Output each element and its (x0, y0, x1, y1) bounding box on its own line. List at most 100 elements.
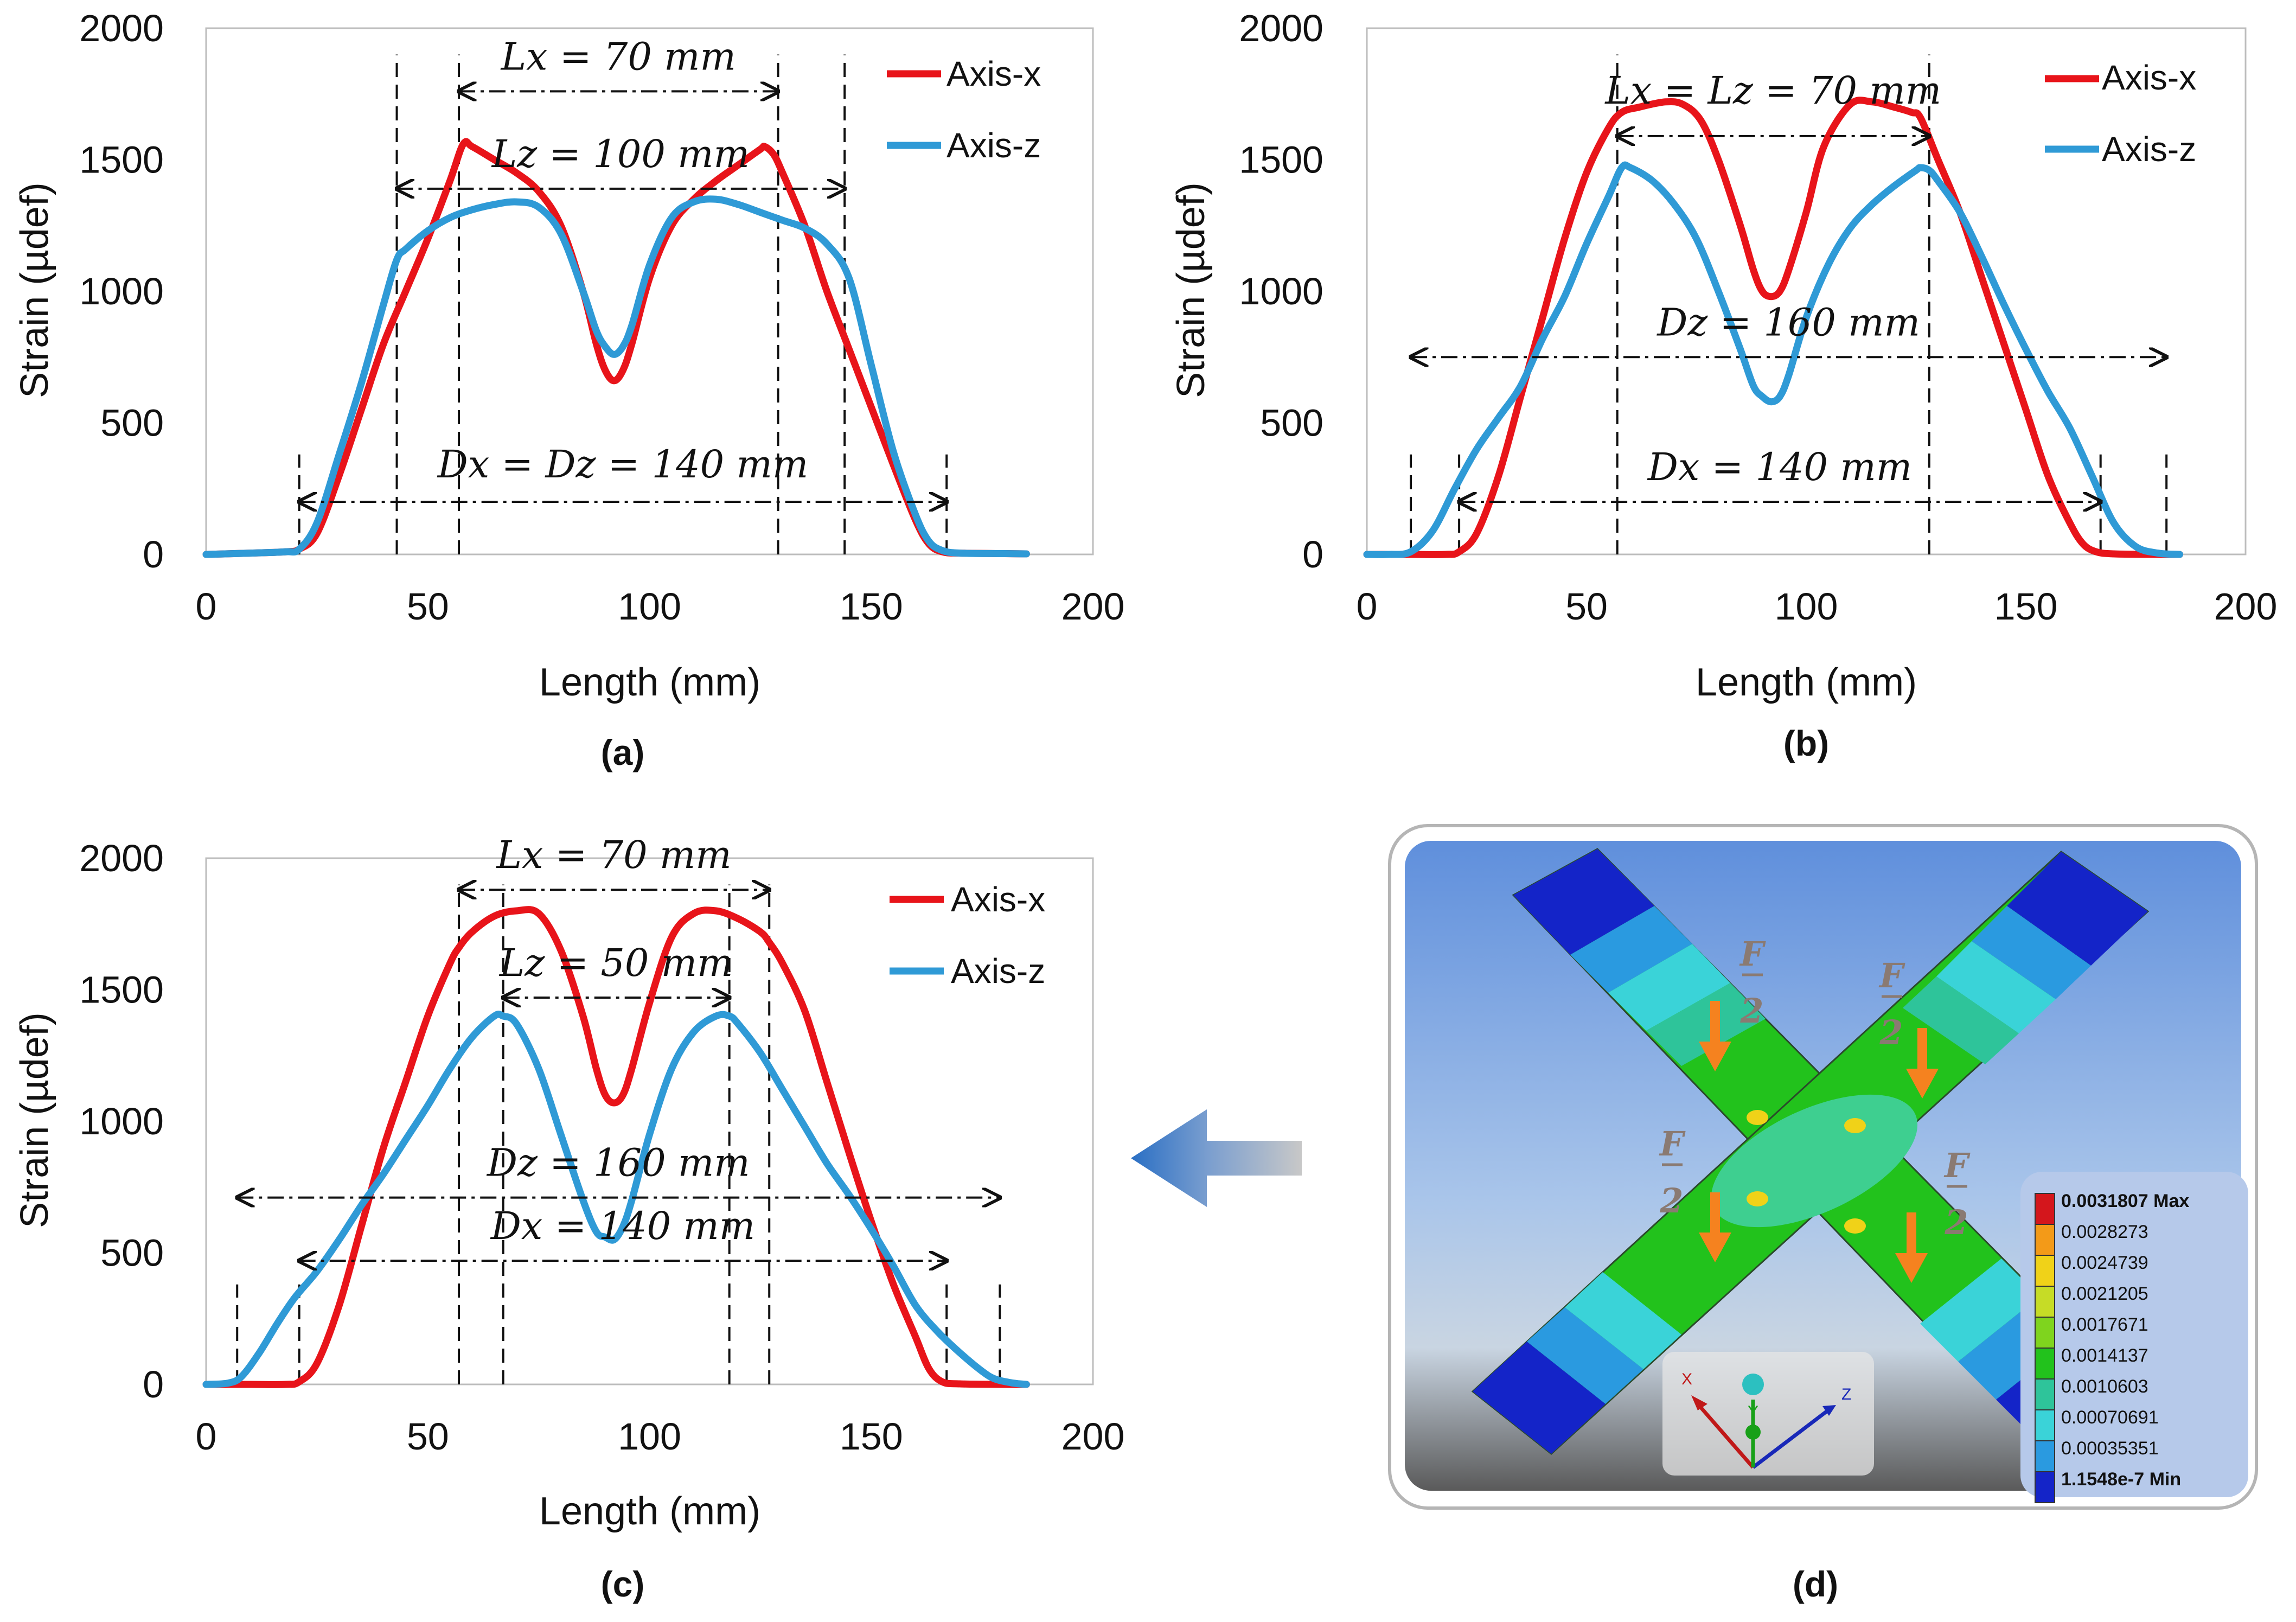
plot-frame (205, 857, 1094, 1385)
panel-a-x-axis-title: Length (mm) (539, 661, 760, 704)
x-tick-label: 0 (1357, 585, 1378, 628)
dimension-label: Dz = 160 mm (1656, 300, 1920, 344)
force-arrows: F 2 F 2 F 2 F 2 (1659, 934, 1971, 1283)
band-tr-2 (1936, 941, 2056, 1033)
dimension-label: Dx = Dz = 140 mm (437, 442, 809, 487)
specimen-center-hot-1 (1747, 1110, 1768, 1125)
x-tick-label: 150 (840, 585, 903, 628)
dimension-label: Lz = 100 mm (491, 132, 750, 176)
panel-b-label: (b) (1783, 723, 1829, 763)
panel-c-label: (c) (601, 1564, 645, 1604)
panel-c-x-axis-title: Length (mm) (539, 1490, 760, 1533)
svg-text:2: 2 (1879, 1013, 1903, 1052)
y-tick-label: 1500 (79, 969, 164, 1011)
panel-c-legend-axis-x-label: Axis-x (951, 880, 1045, 919)
x-tick-label: 200 (1061, 1415, 1125, 1458)
x-tick-label: 200 (2214, 585, 2278, 628)
series-line-axis-z (202, 195, 1030, 558)
triad-y-label: Y (1748, 1403, 1758, 1421)
svg-text:F: F (1739, 934, 1766, 974)
force-label-1: F 2 (1739, 934, 1766, 1031)
panel-d-label: (d) (1793, 1564, 1838, 1604)
panel-c-y-axis-title: Strain (µdef) (13, 1012, 56, 1228)
svg-text:F: F (1878, 956, 1905, 995)
y-tick-label: 2000 (1239, 7, 1323, 49)
y-tick-label: 1500 (79, 139, 164, 181)
y-tick-label: 2000 (79, 837, 164, 879)
panel-b-legend-axis-x-label: Axis-x (2102, 58, 2196, 97)
band-br-2 (1920, 1259, 2039, 1362)
series-line-axis-x (202, 906, 1030, 1388)
y-tick-label: 1500 (1239, 139, 1323, 181)
colorbar-swatch (2035, 1286, 2055, 1318)
band-tl-3 (1646, 983, 1766, 1066)
panel-c-legend-axis-z-label: Axis-z (951, 952, 1045, 991)
panel-b-chart: 0 500 1000 1500 2000 0 50 100 150 200 Lx = Lz = 70… (1169, 7, 2277, 763)
x-tick-label: 0 (196, 1415, 217, 1458)
force-label-4: F 2 (1943, 1146, 1971, 1242)
colorbar-swatch (2035, 1348, 2055, 1380)
colorbar-label-7: 0.00070691 (2061, 1407, 2159, 1428)
specimen-end-tr (2007, 852, 2148, 966)
svg-text:2: 2 (1739, 991, 1763, 1031)
specimen-center-hot-2 (1844, 1118, 1866, 1133)
panel-a-legend-axis-z-label: Axis-z (946, 126, 1041, 165)
y-tick-label: 1000 (79, 1100, 164, 1142)
x-tick-label: 150 (840, 1415, 903, 1458)
colorbar-swatch (2035, 1317, 2055, 1349)
panel-a-label: (a) (601, 732, 645, 772)
panel-b-x-axis-title: Length (mm) (1696, 661, 1917, 704)
band-tl-2 (1608, 944, 1730, 1031)
colorbar-legend: 0.0031807 Max 0.0028273 0.0024739 0.0021… (2020, 1172, 2248, 1503)
colorbar-label-2: 0.0024739 (2061, 1253, 2148, 1273)
y-tick-label: 1000 (79, 270, 164, 312)
dimension-label: Lx = 70 mm (495, 833, 731, 877)
band-tr-3 (1903, 976, 2019, 1064)
dimension-label: Lx = Lz = 70 mm (1604, 68, 1941, 113)
panel-d-fea-image: F 2 F 2 F 2 F 2 (1388, 824, 2258, 1604)
y-tick-label: 500 (100, 1232, 164, 1274)
y-tick-label: 0 (1302, 533, 1323, 576)
band-bl-1 (1527, 1307, 1643, 1404)
panel-b-legend-axis-z-label: Axis-z (2102, 130, 2196, 169)
colorbar-swatch (2035, 1440, 2055, 1472)
y-tick-label: 500 (1260, 402, 1323, 444)
force-arrow-1 (1699, 1001, 1731, 1071)
specimen-end-bl (1473, 1342, 1606, 1454)
colorbar-swatch (2035, 1378, 2055, 1410)
panel-b-plot-area: 0 500 1000 1500 2000 0 50 100 150 200 Lx = Lz = 70… (1239, 7, 2277, 628)
svg-text:2: 2 (1659, 1181, 1683, 1221)
x-tick-label: 0 (196, 585, 217, 628)
colorbar-label-6: 0.0010603 (2061, 1376, 2148, 1397)
colorbar-swatch (2035, 1193, 2055, 1225)
colorbar-swatch (2035, 1471, 2055, 1503)
triad-box (1662, 1352, 1874, 1476)
colorbar-label-4: 0.0017671 (2061, 1314, 2148, 1335)
panel-c-chart: 0 500 1000 1500 2000 0 50 100 150 200 Lx = 70 mm Lz… (13, 833, 1124, 1604)
specimen-end-tl (1513, 849, 1654, 955)
colorbar-label-9: 1.1548e-7 Min (2061, 1469, 2181, 1490)
dimension-label: Lx = 70 mm (500, 34, 736, 79)
force-arrow-2 (1906, 1028, 1939, 1099)
y-tick-label: 0 (143, 1363, 164, 1406)
x-tick-label: 50 (1565, 585, 1608, 628)
panel-b-y-axis-title: Strain (µdef) (1169, 182, 1213, 398)
panel-a-y-axis-title: Strain (µdef) (13, 182, 56, 398)
colorbar-label-3: 0.0021205 (2061, 1283, 2148, 1304)
y-tick-label: 2000 (79, 7, 164, 49)
x-tick-label: 100 (618, 585, 681, 628)
band-tl-1 (1570, 906, 1692, 993)
panel-c-plot-area: 0 500 1000 1500 2000 0 50 100 150 200 Lx = 70 mm Lz… (79, 833, 1124, 1458)
y-tick-label: 500 (100, 402, 164, 444)
force-arrow-3 (1699, 1192, 1731, 1262)
force-label-2: F 2 (1878, 956, 1905, 1052)
plot-frame (1366, 27, 2247, 555)
x-tick-label: 200 (1061, 585, 1125, 628)
x-tick-label: 50 (407, 1415, 449, 1458)
colorbar-label-1: 0.0028273 (2061, 1222, 2148, 1242)
svg-text:F: F (1943, 1146, 1971, 1185)
panel-a-chart: 0 500 1000 1500 2000 0 50 100 150 200 Lx = 70 mm Lz… (13, 7, 1124, 772)
colorbar-swatches (2035, 1193, 2055, 1503)
colorbar-label-8: 0.00035351 (2061, 1438, 2159, 1459)
y-tick-label: 1000 (1239, 270, 1323, 312)
